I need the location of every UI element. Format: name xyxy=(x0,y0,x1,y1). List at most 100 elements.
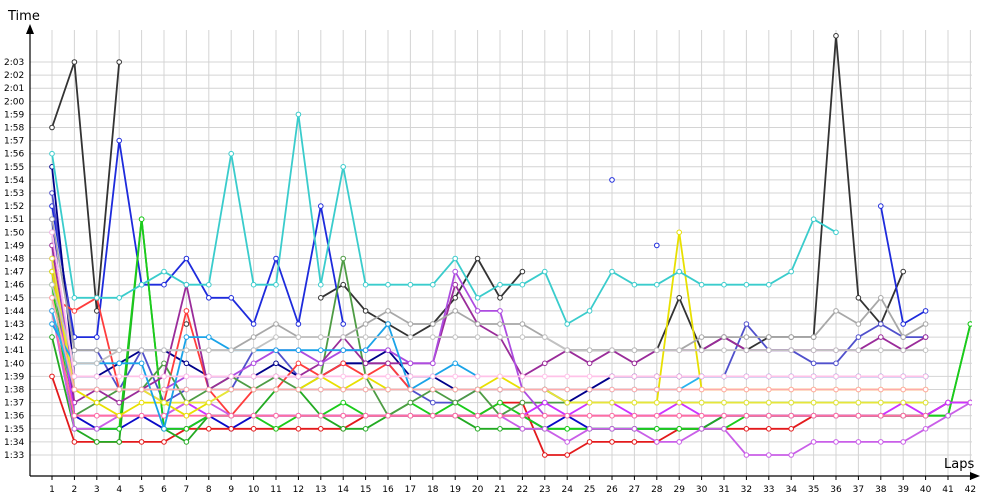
data-point xyxy=(878,334,884,340)
data-point xyxy=(788,334,795,340)
series-line xyxy=(51,140,345,339)
data-point xyxy=(183,439,190,445)
x-tick-label: 39 xyxy=(897,485,909,495)
data-point xyxy=(497,399,503,406)
x-tick-label: 20 xyxy=(472,485,484,495)
data-point xyxy=(631,347,638,354)
data-point xyxy=(564,373,571,380)
data-point xyxy=(945,399,951,406)
data-point xyxy=(676,439,683,445)
data-point xyxy=(430,321,436,327)
data-point xyxy=(71,426,78,432)
data-point xyxy=(497,308,503,314)
data-point xyxy=(430,412,436,419)
data-point xyxy=(385,321,391,327)
data-point xyxy=(743,281,750,288)
data-point xyxy=(900,399,907,406)
data-point xyxy=(228,347,234,354)
x-tick-label: 14 xyxy=(337,485,349,495)
data-point xyxy=(407,412,414,419)
x-tick-label: 26 xyxy=(606,485,618,495)
data-point xyxy=(945,412,951,419)
data-point xyxy=(833,439,839,445)
x-tick-label: 6 xyxy=(161,485,167,495)
y-tick-label: 1:50 xyxy=(4,228,24,238)
data-point xyxy=(295,360,302,367)
data-point xyxy=(542,334,548,340)
data-point xyxy=(497,295,503,301)
series-15 xyxy=(49,308,929,419)
data-point xyxy=(71,59,78,65)
x-tick-label: 2 xyxy=(72,485,78,495)
y-tick-label: 1:54 xyxy=(4,176,24,186)
data-point xyxy=(71,295,78,301)
data-point xyxy=(452,308,459,314)
data-point xyxy=(497,373,503,380)
x-tick-label: 42 xyxy=(965,485,976,495)
data-point xyxy=(878,373,884,380)
x-tick-labels: 1 2 3 4 5 6 7 8 9 10 11 12 13 14 15 16 17 18 19 20 21 22 23 24 2… xyxy=(49,476,976,495)
data-point xyxy=(766,334,772,340)
data-point xyxy=(340,360,347,367)
data-point xyxy=(362,386,369,393)
data-point xyxy=(474,321,481,327)
y-tick-label: 1:37 xyxy=(4,399,24,409)
data-point xyxy=(407,386,414,393)
data-point xyxy=(542,360,548,367)
data-point xyxy=(698,386,705,393)
series-line xyxy=(51,232,926,378)
data-point xyxy=(116,412,122,419)
x-tick-label: 34 xyxy=(785,485,797,495)
data-point xyxy=(474,308,481,314)
data-point xyxy=(631,281,638,288)
y-tick-label: 1:46 xyxy=(4,281,24,291)
x-tick-label: 7 xyxy=(184,485,190,495)
data-point xyxy=(340,386,347,393)
data-point xyxy=(833,347,839,354)
y-tick-label: 1:41 xyxy=(4,346,24,356)
data-point xyxy=(71,308,78,314)
data-point xyxy=(609,399,615,406)
data-point xyxy=(474,373,481,380)
data-point xyxy=(676,295,683,301)
data-point xyxy=(519,334,526,340)
y-tick-label: 1:59 xyxy=(4,110,24,120)
data-point xyxy=(631,439,638,445)
series-lines xyxy=(49,33,972,458)
data-point xyxy=(788,426,795,432)
data-point xyxy=(340,399,347,406)
data-point xyxy=(519,426,526,432)
series-line xyxy=(51,114,837,326)
data-point xyxy=(766,452,772,458)
data-point xyxy=(586,360,593,367)
series-23 xyxy=(49,295,929,393)
data-point xyxy=(49,190,55,196)
data-point xyxy=(766,373,772,380)
data-point xyxy=(340,412,347,419)
y-tick-label: 1:42 xyxy=(4,333,24,343)
data-point xyxy=(228,150,234,157)
data-point xyxy=(183,347,190,354)
data-point xyxy=(721,399,727,406)
data-point xyxy=(94,308,100,314)
data-point xyxy=(385,386,391,393)
data-point xyxy=(766,412,772,419)
data-point xyxy=(183,308,190,314)
data-point xyxy=(49,124,55,131)
data-point xyxy=(407,321,414,327)
y-tick-label: 1:49 xyxy=(4,241,24,251)
y-tick-label: 1:44 xyxy=(4,307,24,317)
data-point xyxy=(810,412,817,419)
data-point xyxy=(810,399,817,406)
data-point xyxy=(250,360,257,367)
data-point xyxy=(586,373,593,380)
data-point xyxy=(788,373,795,380)
data-point xyxy=(542,268,548,275)
data-point xyxy=(273,386,279,393)
data-point xyxy=(385,373,391,380)
data-point xyxy=(631,412,638,419)
x-tick-label: 12 xyxy=(293,485,304,495)
data-point xyxy=(519,399,526,406)
data-point xyxy=(452,295,459,301)
